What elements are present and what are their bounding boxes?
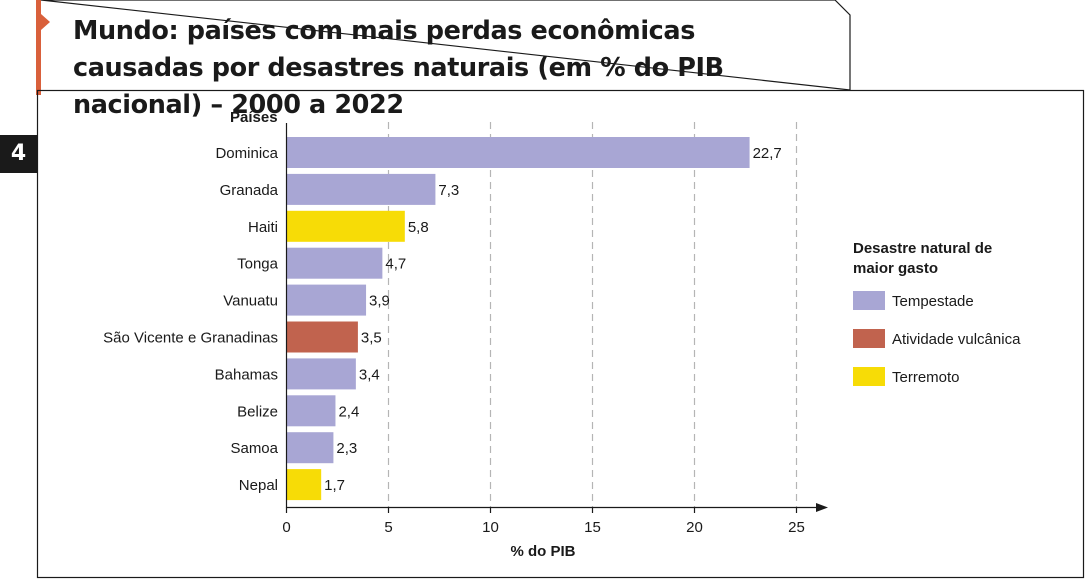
category-label: Tonga (237, 256, 279, 273)
category-label: Nepal (239, 477, 278, 494)
x-tick-label: 5 (384, 519, 392, 536)
value-label: 3,4 (359, 366, 380, 383)
x-axis-title: % do PIB (510, 543, 575, 560)
title-tab (36, 0, 851, 95)
bar (286, 247, 383, 279)
category-labels: Dominica Granada Haiti Tonga Vanuatu São Vice… (103, 145, 279, 494)
legend-title-line1: Desastre natural de (853, 240, 992, 257)
value-label: 22,7 (753, 145, 782, 162)
legend: Desastre natural de maior gasto Tempesta… (853, 240, 1021, 386)
chart-title: Mundo: países com mais perdas econômicas… (73, 16, 724, 120)
value-label: 3,9 (369, 293, 390, 310)
legend-swatch (853, 367, 885, 386)
category-label: Dominica (215, 145, 278, 162)
bar (286, 137, 750, 168)
category-label: São Vicente e Granadinas (103, 330, 278, 347)
x-tick-label: 10 (482, 519, 499, 536)
title-accent-bar (36, 0, 41, 95)
x-tick-label: 25 (788, 519, 805, 536)
category-label: Belize (237, 403, 278, 420)
chart-frame (36, 89, 1085, 579)
bar (286, 432, 334, 464)
legend-title-line2: maior gasto (853, 260, 938, 277)
x-tick-label: 20 (686, 519, 703, 536)
bar (286, 173, 436, 205)
legend-item-label: Terremoto (892, 369, 960, 386)
value-label: 5,8 (408, 219, 429, 236)
bar (286, 210, 405, 242)
value-labels: 22,7 7,3 5,8 4,7 3,9 3,5 3,4 2,4 2,3 1,7 (324, 145, 782, 494)
question-number-badge: 4 (0, 135, 37, 173)
category-label: Bahamas (215, 366, 278, 383)
value-label: 1,7 (324, 477, 345, 494)
title-arrow-marker (41, 14, 50, 30)
x-tick-label: 15 (584, 519, 601, 536)
value-label: 2,3 (336, 440, 357, 457)
legend-swatch (853, 291, 885, 310)
legend-item-label: Atividade vulcânica (892, 331, 1021, 348)
value-label: 2,4 (338, 403, 359, 420)
axes (285, 123, 828, 512)
bar (286, 358, 356, 390)
legend-swatch (853, 329, 885, 348)
x-axis-arrow-icon (816, 503, 828, 512)
category-label: Samoa (230, 440, 278, 457)
value-label: 4,7 (385, 256, 406, 273)
gridlines (387, 122, 798, 507)
title-tab-outline (40, 0, 851, 91)
bar (286, 469, 322, 501)
legend-item-label: Tempestade (892, 293, 974, 310)
value-label: 3,5 (361, 330, 382, 347)
bar (286, 395, 336, 427)
y-axis-title: Países (230, 109, 278, 126)
x-tick-label: 0 (282, 519, 290, 536)
category-label: Vanuatu (223, 293, 278, 310)
category-label: Haiti (248, 219, 278, 236)
bar (286, 284, 367, 316)
bars (286, 137, 750, 501)
value-label: 7,3 (438, 182, 459, 199)
x-ticks: 0 5 10 15 20 25 (282, 507, 805, 536)
category-label: Granada (220, 182, 279, 199)
bar (286, 321, 358, 353)
